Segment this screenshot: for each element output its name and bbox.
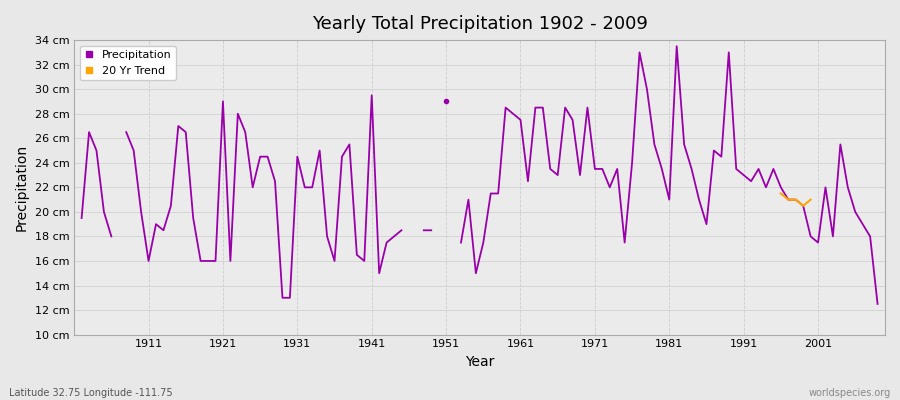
X-axis label: Year: Year [465,355,494,369]
Text: Latitude 32.75 Longitude -111.75: Latitude 32.75 Longitude -111.75 [9,388,173,398]
Legend: Precipitation, 20 Yr Trend: Precipitation, 20 Yr Trend [80,46,176,80]
Y-axis label: Precipitation: Precipitation [15,144,29,231]
Text: worldspecies.org: worldspecies.org [809,388,891,398]
Title: Yearly Total Precipitation 1902 - 2009: Yearly Total Precipitation 1902 - 2009 [311,15,647,33]
